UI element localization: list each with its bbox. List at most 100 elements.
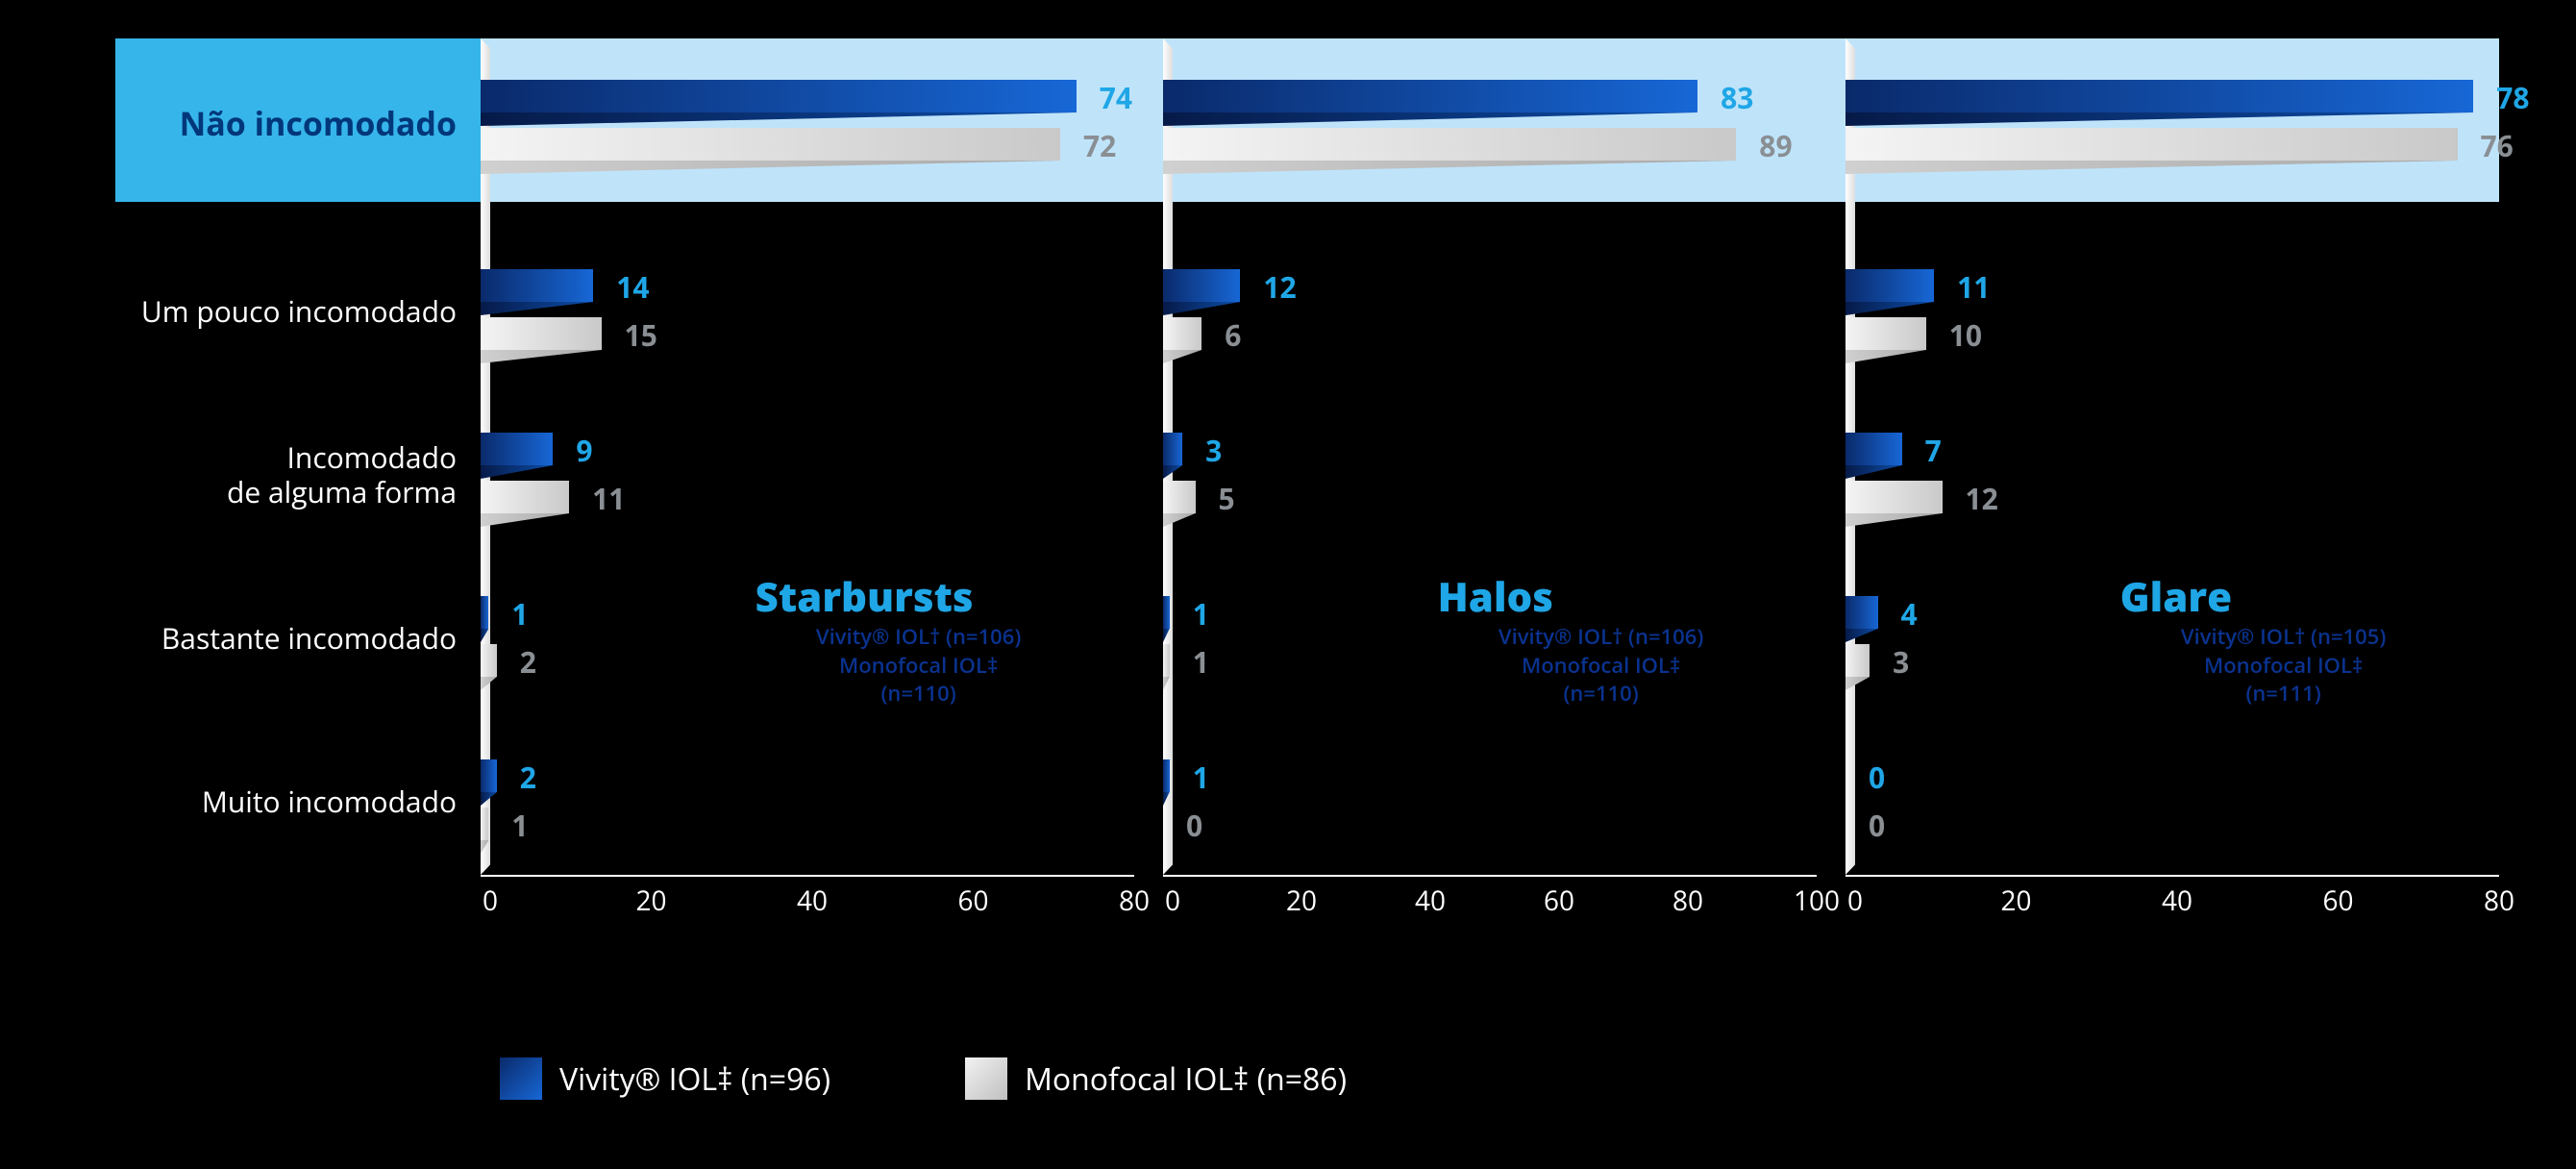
bar-value-monofocal: 3 [1893,642,1909,682]
bar-monofocal [481,808,488,840]
chart: Não incomodado Um pouco incomodado Incom… [115,38,2499,1048]
category-label-2: Incomodado de alguma forma [120,440,457,510]
bar-vivity [1163,433,1182,465]
bar-value-vivity: 14 [616,267,649,307]
bar-value-vivity: 83 [1721,78,1753,117]
bar-vivity [1163,596,1170,629]
bar-monofocal [481,128,1060,161]
bar-vivity [1845,269,1934,302]
bar-value-monofocal: 2 [520,642,536,682]
x-tick: 60 [2322,883,2353,919]
bar-value-monofocal: 76 [2481,126,2514,165]
bar-vivity [481,80,1077,112]
bar-value-monofocal: 11 [592,479,625,518]
bar-vivity [1163,759,1170,792]
bar-vivity [1163,80,1697,112]
legend-label-vivity: Vivity® IOL‡ (n=96) [559,1058,830,1100]
x-tick: 0 [1165,883,1180,919]
bar-value-vivity: 74 [1100,78,1132,117]
bar-monofocal [1163,481,1196,513]
bar-vivity [1845,596,1878,629]
bar-value-monofocal: 1 [511,806,528,845]
bar-monofocal [1845,481,1943,513]
x-tick: 0 [1847,883,1863,919]
bar-vivity [1845,433,1902,465]
x-tick: 20 [635,883,666,919]
panel-title: Glare [2120,569,2233,624]
bar-value-vivity: 3 [1205,431,1222,470]
x-tick: 80 [2484,883,2514,919]
x-ticks: 020406080 [1845,883,2499,921]
panel-glare: 787611107124300GlareVivity® IOL† (n=105)… [1845,38,2499,952]
legend-swatch-blue [500,1057,542,1100]
bar-vivity [481,596,488,629]
bar-monofocal [481,481,569,513]
plot-area: 8389 12 6 3 5 1 1 1 0 HalosVivity® IOL† (n=106)Mo… [1163,38,1817,875]
bar-value-monofocal: 10 [1949,315,1982,355]
bar-value-monofocal: 72 [1083,126,1116,165]
x-tick: 20 [1286,883,1317,919]
panel-note: Vivity® IOL† (n=106)Monofocal IOL‡(n=110… [1411,623,1790,709]
panel-note: Vivity® IOL† (n=106)Monofocal IOL‡(n=110… [729,623,1107,709]
category-label-0: Não incomodado [120,104,457,143]
bar-vivity [481,759,497,792]
legend-label-monofocal: Monofocal IOL‡ (n=86) [1025,1058,1347,1100]
x-tick: 100 [1794,883,1840,919]
bar-value-monofocal: 15 [625,315,657,355]
bar-value-monofocal: 0 [1869,806,1885,845]
bar-value-vivity: 1 [1193,594,1209,634]
bar-value-vivity: 78 [2496,78,2529,117]
category-label-1: Um pouco incomodado [120,294,457,329]
bar-monofocal [481,317,602,350]
bar-monofocal [1163,128,1736,161]
x-tick: 40 [1415,883,1446,919]
bar-value-vivity: 12 [1263,267,1296,307]
x-ticks: 020406080 [481,883,1134,921]
panel-note: Vivity® IOL† (n=105)Monofocal IOL‡(n=111… [2093,623,2472,709]
category-label-4: Muito incomodado [120,784,457,819]
x-tick: 0 [483,883,498,919]
x-tick: 40 [797,883,828,919]
bar-value-vivity: 9 [576,431,592,470]
bar-monofocal [1163,644,1170,677]
x-tick: 40 [2162,883,2192,919]
bar-value-monofocal: 5 [1219,479,1235,518]
bar-value-vivity: 2 [520,758,536,797]
legend-item-monofocal: Monofocal IOL‡ (n=86) [965,1057,1347,1100]
bar-monofocal [1845,644,1870,677]
x-axis [1845,875,2499,877]
bar-value-vivity: 7 [1925,431,1942,470]
legend: Vivity® IOL‡ (n=96) Monofocal IOL‡ (n=86… [500,1057,1347,1100]
x-axis [1163,875,1817,877]
x-ticks: 020406080100 [1163,883,1817,921]
category-labels: Não incomodado Um pouco incomodado Incom… [115,38,481,856]
plot-area: 747214159111221StarburstsVivity® IOL† (n… [481,38,1134,875]
category-label-3: Bastante incomodado [120,621,457,656]
x-axis [481,875,1134,877]
bar-vivity [481,269,593,302]
bar-value-monofocal: 0 [1186,806,1202,845]
plot-area: 787611107124300GlareVivity® IOL† (n=105)… [1845,38,2499,875]
legend-swatch-gray [965,1057,1007,1100]
bar-monofocal [1163,317,1201,350]
bar-value-vivity: 0 [1869,758,1885,797]
panel-starbursts: 747214159111221StarburstsVivity® IOL† (n… [481,38,1134,952]
bar-value-vivity: 1 [1193,758,1209,797]
bar-value-monofocal: 89 [1759,126,1792,165]
panel-title: Halos [1438,569,1553,624]
legend-item-vivity: Vivity® IOL‡ (n=96) [500,1057,830,1100]
x-tick: 20 [2000,883,2031,919]
panels: 747214159111221StarburstsVivity® IOL† (n… [481,38,2499,952]
bar-monofocal [481,644,497,677]
bar-value-monofocal: 6 [1225,315,1241,355]
x-tick: 60 [1544,883,1574,919]
bar-monofocal [1845,128,2458,161]
bar-value-monofocal: 1 [1193,642,1209,682]
bar-vivity [1163,269,1240,302]
bar-vivity [481,433,553,465]
panel-title: Starbursts [755,569,974,624]
x-tick: 80 [1672,883,1703,919]
bar-vivity [1845,80,2473,112]
bar-monofocal [1845,317,1926,350]
bar-value-monofocal: 12 [1966,479,1998,518]
